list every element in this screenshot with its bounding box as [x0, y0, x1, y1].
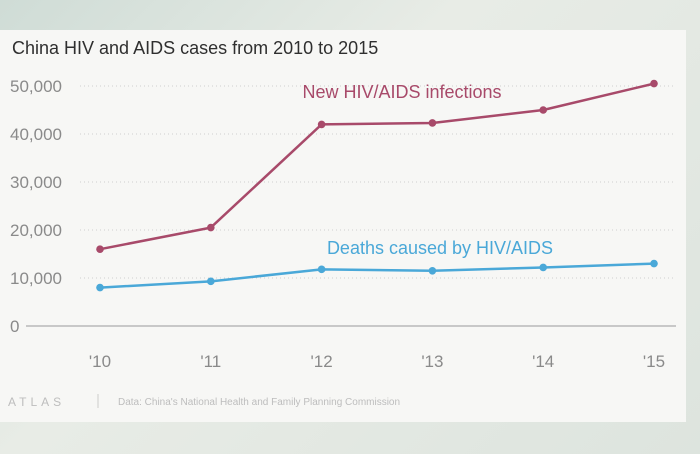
grid-layer	[26, 85, 676, 327]
x-tick-label: '12	[311, 352, 333, 371]
y-tick-label: 20,000	[10, 221, 62, 240]
data-point	[96, 283, 104, 292]
data-point	[428, 119, 437, 127]
footer: ATLAS Data: China's National Health and …	[8, 394, 400, 409]
y-axis-ticks: 0 10,000 20,000 30,000 40,000 50,000	[10, 77, 62, 336]
series-line-2	[99, 262, 655, 289]
x-tick-label: '10	[89, 352, 111, 371]
x-tick-label: '11	[200, 352, 221, 371]
data-point	[317, 120, 326, 129]
series-layer	[96, 79, 658, 292]
data-point	[650, 259, 658, 268]
source-note: Data: China's National Health and Family…	[118, 397, 400, 408]
x-tick-label: '14	[532, 352, 554, 371]
chart-card: China HIV and AIDS cases from 2010 to 20…	[0, 30, 686, 422]
data-point	[207, 223, 215, 232]
y-tick-label: 40,000	[10, 125, 62, 144]
series-labels: New HIV/AIDS infections Deaths caused by …	[302, 82, 553, 258]
chart-title: China HIV and AIDS cases from 2010 to 20…	[12, 38, 379, 58]
data-point	[539, 106, 547, 114]
data-point	[428, 267, 437, 275]
x-tick-label: '13	[421, 352, 443, 371]
data-point	[539, 263, 547, 272]
x-axis-ticks: '10 '11 '12 '13 '14 '15	[89, 352, 665, 371]
y-tick-label: 30,000	[10, 173, 62, 192]
series-label-2: Deaths caused by HIV/AIDS	[327, 238, 553, 258]
y-tick-label: 0	[10, 317, 19, 336]
series-line-1	[99, 82, 655, 251]
y-tick-label: 10,000	[10, 269, 62, 288]
data-point	[207, 277, 215, 286]
x-tick-label: '15	[643, 352, 665, 371]
data-point	[317, 265, 326, 274]
data-point	[96, 245, 104, 253]
data-point	[650, 79, 658, 88]
brand-logo-text: ATLAS	[8, 395, 65, 409]
series-label-1: New HIV/AIDS infections	[302, 82, 501, 102]
y-tick-label: 50,000	[10, 77, 62, 96]
